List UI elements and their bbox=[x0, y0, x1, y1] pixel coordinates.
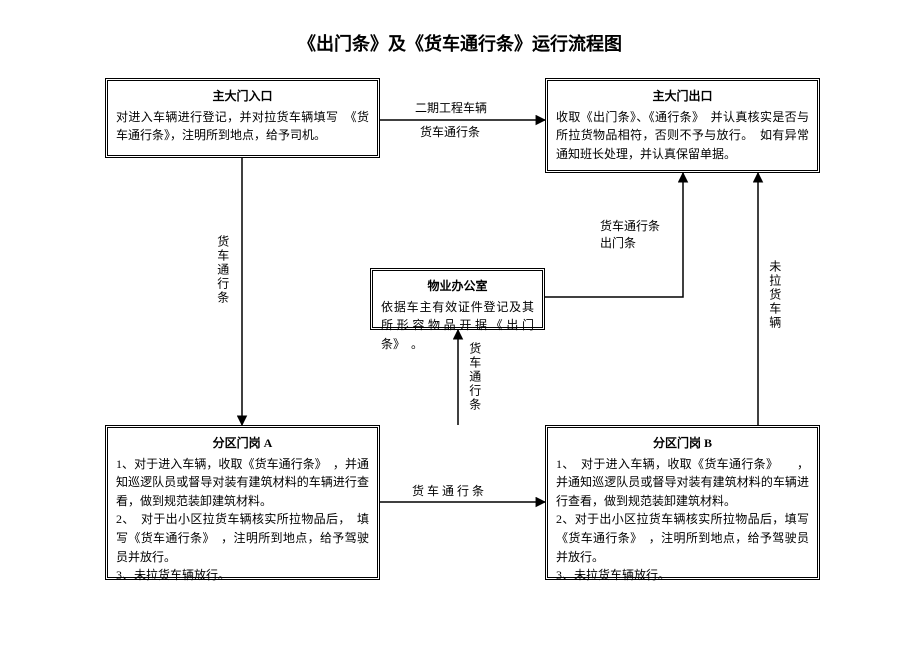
edge-label: 未拉货车辆 bbox=[766, 260, 783, 330]
node-title: 分区门岗 A bbox=[116, 434, 369, 453]
node-body: 收取《出门条》、《通行条》 并认真核实是否与所拉货物品相符，否则不予与放行。 如… bbox=[556, 108, 809, 164]
flowchart-canvas: 《出门条》及《货车通行条》运行流程图 主大门入口 对进入车辆进行登记，并对拉货车… bbox=[0, 0, 920, 651]
edge-label: 货车通行条 bbox=[420, 124, 480, 141]
edge-label: 货车通行条 bbox=[600, 218, 660, 235]
node-title: 分区门岗 B bbox=[556, 434, 809, 453]
node-property-office: 物业办公室 依据车主有效证件登记及其所形容物品开据《出门条》 。 bbox=[370, 268, 545, 330]
node-body: 1、 对于进入车辆，收取《货车通行条》 ，并通知巡逻队员或督导对装有建筑材料的车… bbox=[556, 455, 809, 585]
node-body: 1、对于进入车辆，收取《货车通行条》 ，并通知巡逻队员或督导对装有建筑材料的车辆… bbox=[116, 455, 369, 585]
edge-label: 二期工程车辆 bbox=[415, 100, 487, 117]
node-main-gate-exit: 主大门出口 收取《出门条》、《通行条》 并认真核实是否与所拉货物品相符，否则不予… bbox=[545, 78, 820, 173]
node-body: 对进入车辆进行登记，并对拉货车辆填写 《货车通行条》，注明所到地点，给予司机。 bbox=[116, 108, 369, 145]
node-body: 依据车主有效证件登记及其所形容物品开据《出门条》 。 bbox=[381, 298, 534, 354]
node-title: 物业办公室 bbox=[381, 277, 534, 296]
node-zone-gate-a: 分区门岗 A 1、对于进入车辆，收取《货车通行条》 ，并通知巡逻队员或督导对装有… bbox=[105, 425, 380, 580]
edge-label: 货车通行条 bbox=[214, 235, 231, 305]
edge-label: 货车通行条 bbox=[466, 342, 483, 412]
node-zone-gate-b: 分区门岗 B 1、 对于进入车辆，收取《货车通行条》 ，并通知巡逻队员或督导对装… bbox=[545, 425, 820, 580]
node-title: 主大门入口 bbox=[116, 87, 369, 106]
node-title: 主大门出口 bbox=[556, 87, 809, 106]
edge-label: 货 车 通 行 条 bbox=[412, 483, 484, 500]
node-main-gate-entrance: 主大门入口 对进入车辆进行登记，并对拉货车辆填写 《货车通行条》，注明所到地点，… bbox=[105, 78, 380, 158]
page-title: 《出门条》及《货车通行条》运行流程图 bbox=[0, 30, 920, 56]
edge-label: 出门条 bbox=[600, 235, 636, 252]
